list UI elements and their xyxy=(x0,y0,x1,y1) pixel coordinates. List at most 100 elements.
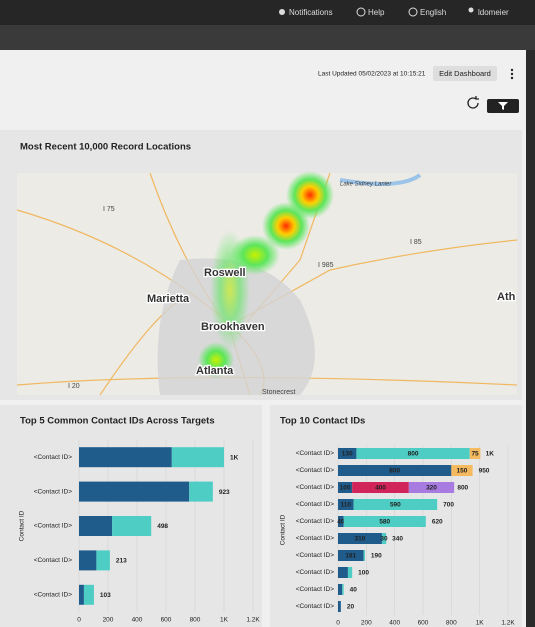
bar-segment xyxy=(189,481,213,502)
sub-bar xyxy=(0,25,535,50)
bar-segment xyxy=(408,482,455,493)
y-tick-label: <Contact ID> xyxy=(296,535,335,542)
total-label: 800 xyxy=(457,485,468,492)
total-label: 213 xyxy=(116,558,127,565)
total-label: 620 xyxy=(432,519,443,526)
filter-icon xyxy=(498,102,508,110)
y-tick-label: <Contact ID> xyxy=(34,454,73,461)
y-axis-title: Contact ID xyxy=(280,514,287,545)
segment-label: 75 xyxy=(471,451,479,458)
x-tick-label: 200 xyxy=(103,617,114,624)
bar-segment xyxy=(112,516,152,536)
segment-label: 30 xyxy=(380,536,388,543)
top-bar xyxy=(0,0,535,25)
total-label: 20 xyxy=(347,604,355,611)
bar-segment xyxy=(338,584,343,595)
bar-segment xyxy=(343,516,426,527)
help-icon xyxy=(356,7,366,17)
bar-segment xyxy=(79,516,113,536)
bar-segment xyxy=(338,516,344,527)
segment-label: 310 xyxy=(355,536,366,543)
total-label: 100 xyxy=(358,570,369,577)
refresh-icon[interactable] xyxy=(467,96,479,109)
bar-segment xyxy=(79,584,84,605)
map-label: Roswell xyxy=(204,267,246,279)
map-label: I 985 xyxy=(318,262,334,269)
menu-help[interactable]: Help xyxy=(368,8,385,17)
bar-segment xyxy=(352,482,409,493)
bar-segment xyxy=(451,465,473,476)
map-label: I 75 xyxy=(103,206,115,213)
total-label: 1K xyxy=(486,451,495,458)
chart-title: Top 10 Contact IDs xyxy=(280,416,365,427)
bar-segment xyxy=(338,482,353,493)
y-tick-label: <Contact ID> xyxy=(296,603,335,610)
x-tick-label: 200 xyxy=(361,620,372,627)
bar-segment xyxy=(353,499,438,510)
x-tick-label: 800 xyxy=(446,620,457,627)
total-label: 1K xyxy=(230,454,239,461)
bar-segment xyxy=(338,550,364,561)
map-label: Ath xyxy=(497,291,516,303)
segment-label: 320 xyxy=(426,485,437,492)
total-label: 190 xyxy=(371,553,382,560)
map-label: Marietta xyxy=(147,293,190,305)
map-label: Stonecrest xyxy=(262,389,296,396)
x-tick-label: 0 xyxy=(77,617,81,624)
bar-segment xyxy=(338,465,452,476)
y-tick-label: <Contact ID> xyxy=(296,467,335,474)
total-label: 950 xyxy=(479,468,490,475)
bar-segment xyxy=(79,481,190,502)
kebab-menu[interactable] xyxy=(510,68,514,80)
y-tick-label: <Contact ID> xyxy=(296,484,335,491)
map-label: I 20 xyxy=(68,383,80,390)
y-tick-label: <Contact ID> xyxy=(34,523,73,530)
map-label: I 85 xyxy=(410,239,422,246)
chart-title: Top 5 Common Contact IDs Across Targets xyxy=(20,416,215,427)
bar-segment xyxy=(338,448,357,459)
menu-language[interactable]: English xyxy=(420,8,446,17)
bar-segment xyxy=(171,447,224,468)
segment-label: 110 xyxy=(341,502,352,509)
total-label: 923 xyxy=(219,489,230,496)
segment-label: 181 xyxy=(345,553,356,560)
x-tick-label: 1.2K xyxy=(246,617,260,624)
bar-segment xyxy=(338,567,348,578)
edit-dashboard-label: Edit Dashboard xyxy=(439,69,491,78)
globe-icon xyxy=(408,7,418,17)
y-tick-label: <Contact ID> xyxy=(296,501,335,508)
x-tick-label: 800 xyxy=(190,617,201,624)
bell-icon xyxy=(279,9,285,15)
x-tick-label: 600 xyxy=(418,620,429,627)
bar-segment xyxy=(79,447,172,468)
x-tick-label: 400 xyxy=(132,617,143,624)
lake xyxy=(339,173,422,186)
y-tick-label: <Contact ID> xyxy=(34,592,73,599)
segment-label: 130 xyxy=(342,451,353,458)
y-tick-label: <Contact ID> xyxy=(296,569,335,576)
y-tick-label: <Contact ID> xyxy=(34,557,73,564)
bar-segment xyxy=(356,448,470,459)
bar-segment xyxy=(338,499,354,510)
menu-notifications[interactable]: Notifications xyxy=(289,8,333,17)
segment-label: 590 xyxy=(390,502,401,509)
bar-segment xyxy=(347,567,353,578)
user-icon xyxy=(468,7,474,13)
bar-segment xyxy=(338,601,341,612)
map-label: Brookhaven xyxy=(201,321,265,333)
x-tick-label: 0 xyxy=(336,620,340,627)
bar-segment xyxy=(363,550,365,561)
y-tick-label: <Contact ID> xyxy=(296,586,335,593)
edit-dashboard-button[interactable] xyxy=(433,66,497,81)
map-label: Lake Sidney Lanier xyxy=(340,182,392,188)
segment-label: 580 xyxy=(379,519,390,526)
y-axis-title: Contact ID xyxy=(19,510,26,541)
total-label: 103 xyxy=(100,592,111,599)
menu-user[interactable]: ldomeier xyxy=(478,8,509,17)
bar-segment xyxy=(342,584,344,595)
segment-label: 400 xyxy=(375,485,386,492)
segment-label: 800 xyxy=(408,451,419,458)
bar-segment xyxy=(338,533,382,544)
